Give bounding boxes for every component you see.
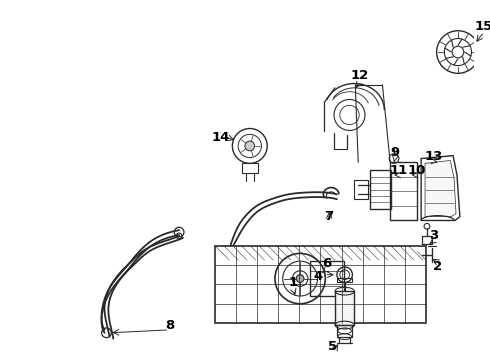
Bar [242,163,258,173]
Text: 6: 6 [322,257,332,270]
Bar [422,236,432,244]
Text: 14: 14 [212,131,230,144]
Text: 4: 4 [314,270,323,283]
Bar [390,162,417,220]
Text: 9: 9 [391,146,399,159]
Polygon shape [425,161,456,217]
Text: 15: 15 [475,21,490,33]
Text: 7: 7 [324,210,334,223]
Text: 10: 10 [407,164,425,177]
Bar [337,325,352,337]
Text: 8: 8 [165,319,174,332]
Text: 12: 12 [351,69,369,82]
Bar [215,246,426,323]
Text: 11: 11 [390,164,408,177]
Bar [335,291,354,325]
Text: 5: 5 [328,340,338,353]
Text: 1: 1 [289,276,298,289]
Bar [310,261,343,296]
Circle shape [245,141,255,151]
Bar [370,170,391,209]
Bar [337,278,352,283]
Bar [354,180,368,199]
Text: 2: 2 [433,261,442,274]
Circle shape [296,275,304,283]
Text: 13: 13 [424,150,443,163]
Text: 3: 3 [429,229,439,243]
